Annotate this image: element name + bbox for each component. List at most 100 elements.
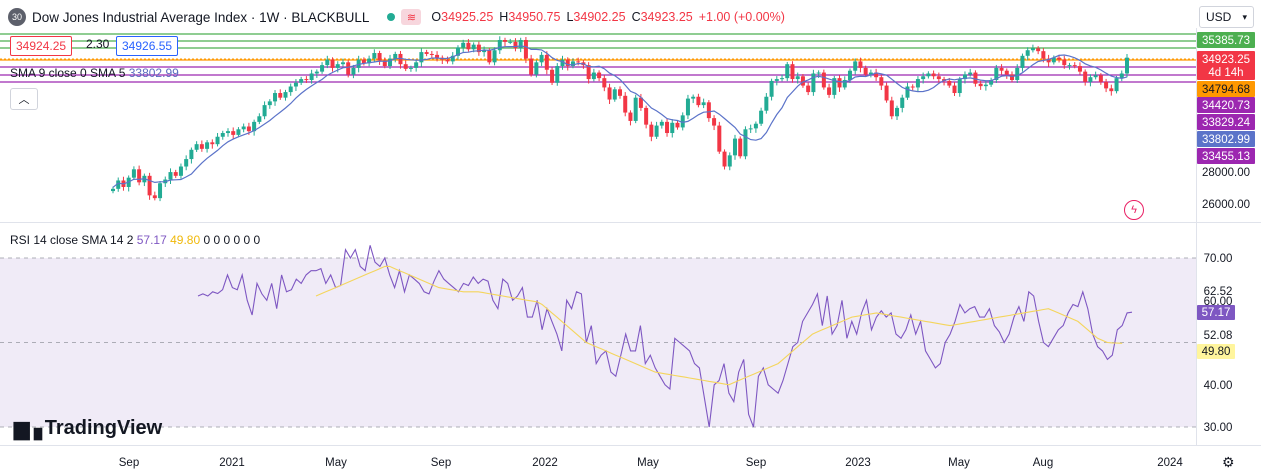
candle-body [476, 44, 481, 53]
candle-body [994, 67, 999, 80]
candle-body [868, 72, 873, 75]
candle-body [753, 123, 758, 129]
candle-body [675, 122, 680, 128]
candle-body [691, 96, 696, 99]
candle-body [1067, 65, 1072, 67]
price-tag-label: 34420.73 [1202, 100, 1250, 112]
candle-body [534, 62, 539, 75]
lightning-icon[interactable]: ϟ [1124, 200, 1144, 220]
candle-body [910, 86, 915, 88]
sma-line [112, 45, 1128, 188]
candle-body [936, 76, 941, 80]
rsi-tick-label: 62.52 [1204, 286, 1233, 298]
candle-body [879, 77, 884, 86]
time-tick-label: Aug [1033, 457, 1053, 469]
tradingview-logo[interactable]: ▆▗ TradingView [14, 416, 162, 441]
candle-body [618, 89, 622, 96]
gear-icon[interactable]: ⚙ [1222, 454, 1235, 470]
collapse-legend-button[interactable]: ︿ [10, 88, 38, 110]
candle-body [947, 80, 952, 86]
candle-body [727, 155, 732, 167]
rsi-sma-tag-label: 49.80 [1202, 346, 1231, 358]
candle-body [748, 128, 753, 130]
candle-body [215, 136, 220, 145]
sma-legend[interactable]: SMA 9 close 0 SMA 5 33802.99 [10, 66, 179, 80]
candle-body [346, 62, 351, 75]
candle-body [147, 175, 152, 196]
candle-body [178, 166, 183, 176]
ohlc-close: C34923.25 [631, 10, 693, 24]
chevron-up-icon: ︿ [18, 94, 30, 106]
price-tag-label: 33802.99 [1202, 134, 1250, 146]
candle-body [649, 124, 654, 137]
candle-body [168, 172, 173, 180]
candle-body [1030, 48, 1035, 51]
candle-body [973, 72, 978, 84]
candle-body [654, 125, 659, 137]
candle-body [644, 107, 649, 125]
candle-body [790, 64, 795, 80]
candle-body [1057, 57, 1062, 60]
candle-body [1125, 57, 1129, 74]
candle-body [529, 58, 534, 75]
candle-body [806, 85, 811, 93]
candle-body [968, 72, 973, 75]
candle-body [116, 180, 121, 189]
candle-body [1104, 81, 1109, 89]
candle-body [372, 53, 377, 59]
rsi-sma-line [315, 265, 1123, 386]
candle-body [152, 195, 157, 199]
candle-body [1119, 73, 1124, 79]
candle-body [659, 121, 664, 126]
candle-body [388, 58, 393, 67]
candle-body [377, 53, 382, 61]
candle-body [393, 53, 398, 59]
candle-body [367, 58, 372, 64]
price-tag-box [1197, 81, 1255, 97]
candle-body [926, 73, 931, 77]
candle-body [205, 142, 210, 149]
candle-body [158, 183, 163, 199]
candle-body [262, 105, 267, 117]
candle-body [576, 61, 581, 63]
candle-body [189, 149, 194, 160]
candle-body [1015, 67, 1020, 80]
market-status-icon[interactable]: ≋ [401, 9, 422, 25]
candle-body [612, 89, 617, 100]
candle-body [131, 169, 136, 178]
candle-body [455, 47, 460, 56]
time-tick-label: Sep [119, 457, 139, 469]
candle-body [361, 59, 366, 64]
candle-body [874, 72, 879, 78]
candle-body [111, 188, 115, 192]
candle-body [314, 71, 319, 74]
price-tag-box [1197, 51, 1255, 67]
candle-body [633, 97, 638, 121]
sell-button[interactable]: 34924.25 [10, 36, 73, 56]
candle-body [623, 95, 628, 113]
candle-body [1072, 65, 1077, 67]
candle-body [550, 69, 555, 83]
candle-body [570, 61, 575, 67]
candle-body [889, 100, 894, 117]
buy-button[interactable]: 34926.55 [116, 36, 179, 56]
ohlc-change: +1.00 (+0.00%) [698, 10, 785, 24]
currency-dropdown[interactable]: USD ▾ [1199, 6, 1254, 28]
candle-body [795, 76, 800, 80]
candle-body [999, 67, 1004, 71]
candle-body [382, 60, 387, 67]
rsi-current-tag-box [1197, 305, 1235, 320]
candle-body [335, 64, 340, 68]
candle-body [304, 79, 309, 81]
sma-legend-value: 33802.99 [128, 66, 179, 80]
price-tag-label: 33829.24 [1202, 117, 1251, 129]
symbol-title[interactable]: Dow Jones Industrial Average Index · 1W … [32, 9, 370, 25]
candle-body [173, 172, 178, 176]
candle-body [905, 86, 910, 98]
candle-body [492, 50, 497, 63]
rsi-legend[interactable]: RSI 14 close SMA 14 2 57.17 49.80 0 0 0 … [10, 233, 260, 247]
ohlc-open: O34925.25 [431, 10, 494, 24]
candle-body [832, 78, 837, 95]
price-tag-box [1197, 148, 1255, 164]
